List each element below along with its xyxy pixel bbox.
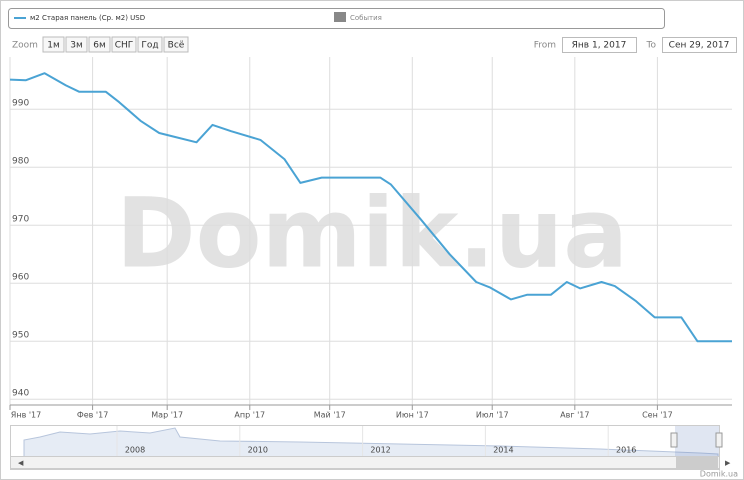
scrollbar-thumb[interactable] xyxy=(676,457,718,468)
navigator-handle[interactable] xyxy=(715,432,723,448)
from-value: Янв 1, 2017 xyxy=(572,41,627,51)
navigator-label: 2010 xyxy=(248,446,268,455)
range-button-bg xyxy=(65,36,88,53)
y-tick-label: 980 xyxy=(12,157,29,167)
range-button[interactable]: СНГ xyxy=(111,36,137,53)
x-tick-label: Авг '17 xyxy=(560,411,589,420)
range-button[interactable]: Всё xyxy=(163,36,189,53)
legend-symbol xyxy=(334,12,346,22)
x-tick-label: Мар '17 xyxy=(151,411,183,420)
x-tick-label: Янв '17 xyxy=(11,411,41,420)
x-tick-label: Сен '17 xyxy=(642,411,673,420)
range-button-label: Всё xyxy=(168,41,185,51)
range-button-bg xyxy=(163,36,189,53)
x-tick-label: Май '17 xyxy=(314,411,346,420)
from-input[interactable] xyxy=(562,37,637,53)
y-tick-label: 940 xyxy=(12,389,29,399)
to-label: To xyxy=(646,41,657,51)
y-tick-label: 990 xyxy=(12,99,29,109)
legend-label: События xyxy=(350,14,382,22)
y-tick-label: 950 xyxy=(12,331,29,341)
x-tick-label: Июн '17 xyxy=(396,411,429,420)
y-tick-label: 960 xyxy=(12,273,29,283)
zoom-label: Zoom xyxy=(12,41,38,51)
range-button-label: 1м xyxy=(47,41,60,51)
navigator-label: 2016 xyxy=(616,446,636,455)
navigator-handle[interactable] xyxy=(670,432,678,448)
range-button[interactable]: 3м xyxy=(65,36,88,53)
range-button[interactable]: 6м xyxy=(88,36,111,53)
to-value: Сен 29, 2017 xyxy=(669,41,730,51)
range-button-label: СНГ xyxy=(115,41,134,51)
scroll-right[interactable]: ▶ xyxy=(725,459,731,467)
x-tick-label: Апр '17 xyxy=(234,411,265,420)
line-series xyxy=(9,72,732,343)
range-button-label: 3м xyxy=(70,41,83,51)
navigator-label: 2014 xyxy=(493,446,513,455)
range-button-bg xyxy=(42,36,65,53)
y-tick-label: 970 xyxy=(12,215,29,225)
range-button-bg xyxy=(137,36,163,53)
scroll-left[interactable]: ◀ xyxy=(18,459,24,467)
credits: Domik.ua xyxy=(700,470,738,479)
watermark: Domik.ua xyxy=(116,177,628,289)
range-button-label: Год xyxy=(141,41,158,51)
navigator-area xyxy=(23,427,719,461)
range-button[interactable]: 1м xyxy=(42,36,65,53)
legend-label: м2 Старая панель (Ср. м2) USD xyxy=(30,14,145,22)
navigator-label: 2008 xyxy=(125,446,145,455)
navigator-label: 2012 xyxy=(370,446,390,455)
scrollbar[interactable] xyxy=(10,456,720,469)
range-button-label: 6м xyxy=(93,41,106,51)
range-button-bg xyxy=(88,36,111,53)
x-tick-label: Июл '17 xyxy=(476,411,509,420)
range-button[interactable]: Год xyxy=(137,36,163,53)
range-button-bg xyxy=(111,36,137,53)
x-tick-label: Фев '17 xyxy=(77,411,108,420)
from-label: From xyxy=(534,41,556,51)
to-input[interactable] xyxy=(662,37,737,53)
